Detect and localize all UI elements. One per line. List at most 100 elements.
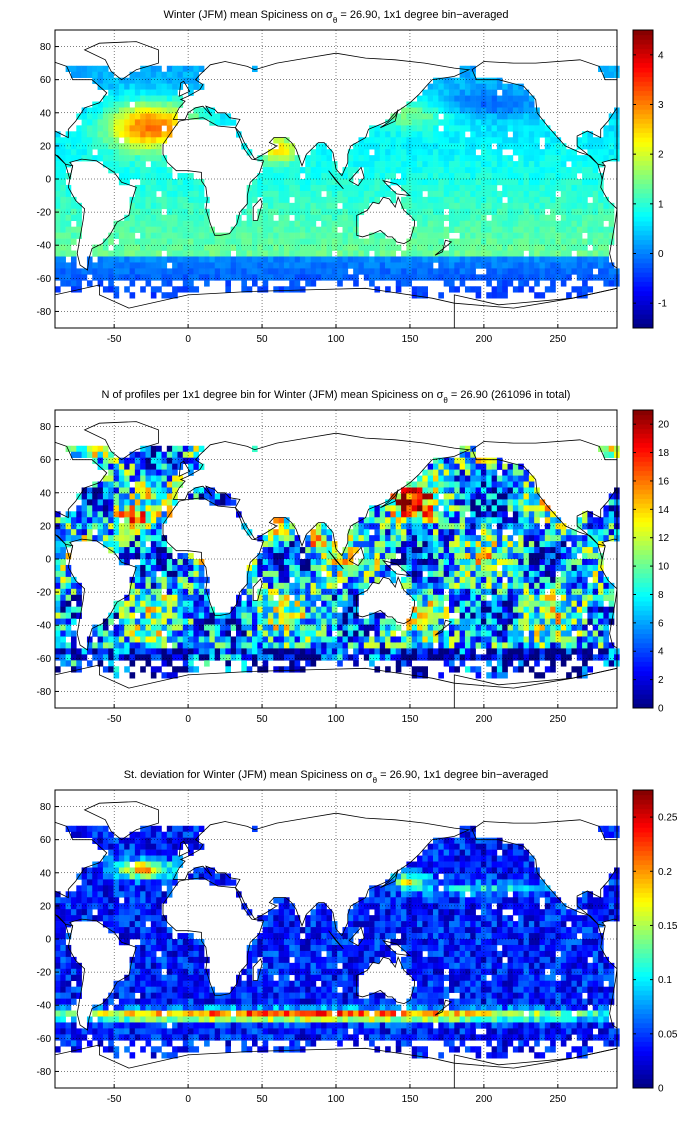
heatmap-cell	[230, 642, 237, 649]
heatmap-cell	[433, 149, 439, 156]
heatmap-cell	[236, 268, 242, 275]
heatmap-cell	[262, 600, 269, 607]
heatmap-cell	[113, 95, 120, 102]
heatmap-cell	[459, 250, 466, 257]
heatmap-cell	[390, 256, 397, 263]
heatmap-cell	[411, 268, 418, 275]
heatmap-cell	[491, 511, 498, 518]
heatmap-cell	[267, 262, 274, 269]
heatmap-cell	[129, 624, 136, 631]
heatmap-cell	[454, 77, 460, 84]
heatmap-cell	[486, 77, 492, 84]
heatmap-cell	[55, 582, 61, 590]
heatmap-cell	[273, 238, 279, 245]
heatmap-cell	[427, 636, 434, 643]
heatmap-cell	[433, 107, 439, 114]
heatmap-cell	[544, 202, 551, 210]
heatmap-cell	[459, 125, 466, 132]
heatmap-cell	[188, 83, 194, 90]
heatmap-cell	[454, 95, 460, 102]
heatmap-cell	[97, 65, 104, 73]
heatmap-cell	[188, 256, 194, 263]
heatmap-cell	[129, 250, 136, 257]
heatmap-cell	[225, 630, 231, 637]
heatmap-cell	[401, 250, 407, 257]
heatmap-cell	[374, 523, 381, 530]
heatmap-cell	[486, 648, 492, 655]
heatmap-cell	[299, 582, 306, 590]
heatmap-cell	[438, 77, 444, 84]
heatmap-cell	[464, 457, 471, 464]
heatmap-cell	[140, 457, 146, 464]
heatmap-cell	[172, 83, 178, 90]
heatmap-cell	[374, 511, 381, 518]
heatmap-cell	[326, 274, 333, 281]
heatmap-cell	[459, 612, 466, 619]
heatmap-cell	[443, 636, 450, 643]
heatmap-cell	[305, 250, 311, 257]
heatmap-cell	[92, 487, 98, 494]
heatmap-cell	[480, 262, 487, 269]
heatmap-cell	[502, 535, 508, 542]
heatmap-cell	[145, 119, 152, 126]
heatmap-cell	[411, 493, 418, 500]
heatmap-cell	[496, 636, 503, 643]
heatmap-cell	[486, 101, 492, 108]
heatmap-cell	[518, 274, 524, 281]
heatmap-cell	[454, 220, 460, 227]
heatmap-cell	[470, 77, 476, 84]
heatmap-cell	[560, 262, 567, 269]
heatmap-cell	[555, 232, 562, 239]
heatmap-cell	[411, 238, 418, 245]
heatmap-cell	[241, 660, 247, 667]
heatmap-cell	[358, 630, 365, 637]
heatmap-cell	[289, 636, 295, 643]
heatmap-cell	[262, 624, 269, 631]
heatmap-cell	[198, 642, 205, 649]
coastline	[67, 158, 137, 271]
heatmap-cell	[576, 256, 583, 263]
heatmap-cell	[214, 232, 221, 239]
heatmap-cell	[113, 642, 120, 649]
heatmap-cell	[166, 636, 173, 643]
heatmap-cell	[475, 196, 482, 204]
heatmap-cell	[193, 274, 200, 281]
heatmap-cell	[65, 208, 72, 216]
heatmap-cell	[560, 256, 567, 263]
heatmap-cell	[438, 553, 444, 560]
heatmap-cell	[321, 226, 327, 233]
heatmap-cell	[395, 660, 402, 667]
heatmap-cell	[459, 499, 466, 506]
heatmap-cell	[92, 268, 98, 275]
heatmap-cell	[566, 214, 572, 222]
heatmap-cell	[502, 125, 508, 132]
heatmap-cell	[331, 594, 338, 602]
heatmap-cell	[134, 113, 141, 120]
heatmap-cell	[257, 173, 263, 180]
heatmap-cell	[140, 214, 146, 222]
heatmap-cell	[406, 250, 413, 257]
heatmap-cell	[156, 564, 162, 572]
heatmap-cell	[321, 618, 327, 625]
heatmap-cell	[134, 654, 141, 661]
heatmap-cell	[406, 101, 413, 108]
heatmap-cell	[305, 220, 311, 227]
heatmap-cell	[166, 612, 173, 619]
heatmap-cell	[379, 517, 386, 524]
heatmap-cell	[411, 208, 418, 216]
heatmap-cell	[150, 523, 157, 530]
heatmap-cell	[166, 654, 173, 661]
heatmap-cell	[129, 654, 136, 661]
heatmap-cell	[475, 481, 482, 488]
heatmap-cell	[278, 226, 285, 233]
heatmap-cell	[70, 612, 77, 619]
heatmap-cell	[502, 511, 508, 518]
heatmap-cell	[507, 648, 514, 655]
heatmap-cell	[267, 576, 274, 584]
heatmap-cell	[523, 256, 530, 263]
heatmap-cell	[502, 594, 508, 602]
heatmap-cell	[273, 173, 279, 180]
heatmap-cell	[512, 179, 519, 186]
heatmap-cell	[55, 167, 61, 174]
heatmap-cell	[161, 469, 168, 476]
